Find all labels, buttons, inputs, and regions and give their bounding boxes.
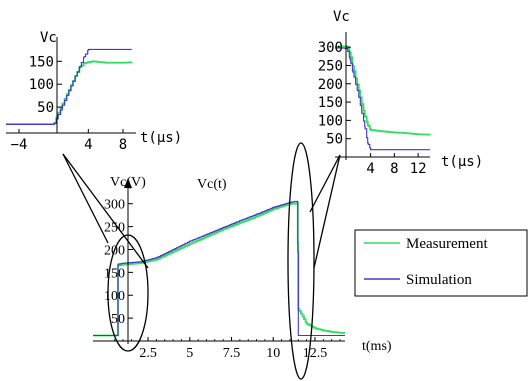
main-xlabel: t(ms) <box>362 339 392 354</box>
series-line-2-0 <box>93 201 345 337</box>
zoom-line-right-2 <box>313 154 341 269</box>
main-title: Vc(t) <box>197 177 227 192</box>
inset-left-ylabel: Vc <box>40 30 57 46</box>
y-tick-label: 150 <box>104 266 125 281</box>
legend-measurement-label: Measurement <box>406 236 488 252</box>
series-line-1-1 <box>335 47 430 151</box>
zoom-ellipse-left <box>107 234 149 352</box>
y-tick-label: 250 <box>318 58 343 74</box>
x-tick-label: 4 <box>84 137 92 153</box>
inset-right-chart: 4 8 12 50 100 150 200 250 300 Vc t(µs) <box>318 9 483 177</box>
x-tick-label: 2.5 <box>139 346 157 361</box>
inset-left-axes: −4 4 8 50 100 150 <box>6 37 136 153</box>
inset-right-plot <box>335 45 431 151</box>
x-tick-label: 12 <box>410 161 427 177</box>
inset-left-plot <box>6 48 133 126</box>
y-tick-label: 300 <box>318 40 343 56</box>
y-tick-label: 150 <box>318 95 343 111</box>
x-tick-label: 7.5 <box>223 346 241 361</box>
y-tick-label: 100 <box>104 289 125 304</box>
x-tick-label: −4 <box>11 137 28 153</box>
x-tick-label: 12.5 <box>303 346 328 361</box>
y-tick-label: 300 <box>104 198 125 213</box>
inset-left-chart: −4 4 8 50 100 150 Vc t(µs) <box>6 30 182 153</box>
x-tick-label: 4 <box>366 161 374 177</box>
y-tick-label: 200 <box>318 77 343 93</box>
x-tick-label: 5 <box>186 346 193 361</box>
x-tick-label: 8 <box>390 161 398 177</box>
x-tick-label: 10 <box>266 346 280 361</box>
inset-right-ylabel: Vc <box>333 9 350 25</box>
y-tick-label: 50 <box>111 312 125 327</box>
x-tick-label: 8 <box>119 137 127 153</box>
zoom-indicators <box>62 142 341 380</box>
legend: Measurement Simulation <box>354 229 528 297</box>
y-tick-label: 250 <box>104 221 125 236</box>
zoom-line-left-1 <box>62 153 109 244</box>
legend-simulation-label: Simulation <box>406 272 472 288</box>
y-tick-label: 150 <box>29 54 54 70</box>
zoom-line-left-2 <box>62 153 149 269</box>
series-line-0-1 <box>6 48 132 126</box>
series-line-1-0 <box>335 45 431 136</box>
zoom-ellipse-right <box>287 142 315 380</box>
y-tick-label: 100 <box>29 77 54 93</box>
inset-right-xlabel: t(µs) <box>441 154 483 170</box>
y-tick-label: 50 <box>37 100 54 116</box>
legend-box <box>354 229 528 297</box>
y-axis-arrow <box>124 178 132 188</box>
y-tick-label: 100 <box>318 113 343 129</box>
inset-left-xlabel: t(µs) <box>140 130 182 146</box>
zoom-line-right-1 <box>309 154 341 213</box>
series-line-2-1 <box>93 200 345 337</box>
main-plot <box>93 200 345 337</box>
inset-right-axes: 4 8 12 50 100 150 200 250 300 <box>318 32 430 177</box>
y-tick-label: 50 <box>326 132 343 148</box>
main-ylabel: Vc(V) <box>110 175 146 190</box>
